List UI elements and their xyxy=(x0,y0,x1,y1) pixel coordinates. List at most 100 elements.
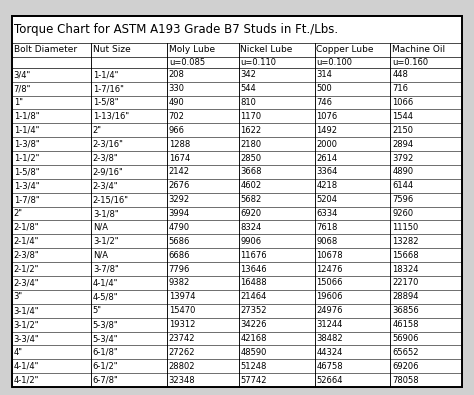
Text: Nut Size: Nut Size xyxy=(93,45,131,54)
Text: 2000: 2000 xyxy=(317,140,337,149)
Text: 1170: 1170 xyxy=(240,112,262,121)
Text: 314: 314 xyxy=(317,70,332,79)
Text: 2-1/2": 2-1/2" xyxy=(14,265,39,274)
Text: u=0.085: u=0.085 xyxy=(169,58,205,67)
Text: 1-1/2": 1-1/2" xyxy=(14,154,39,162)
Text: 746: 746 xyxy=(317,98,332,107)
Text: 12476: 12476 xyxy=(317,265,343,274)
Text: u=0.100: u=0.100 xyxy=(317,58,352,67)
Text: 2614: 2614 xyxy=(317,154,337,162)
Text: 5": 5" xyxy=(93,306,102,315)
Text: 4": 4" xyxy=(14,348,23,357)
Text: 16488: 16488 xyxy=(240,278,267,288)
Text: 3/4": 3/4" xyxy=(14,70,31,79)
Text: 5-3/4": 5-3/4" xyxy=(93,334,118,343)
Text: N/A: N/A xyxy=(93,223,108,232)
Text: N/A: N/A xyxy=(93,251,108,260)
Text: 208: 208 xyxy=(169,70,185,79)
Text: 1-13/16": 1-13/16" xyxy=(93,112,129,121)
Text: 3994: 3994 xyxy=(169,209,190,218)
Text: Machine Oil: Machine Oil xyxy=(392,45,446,54)
Text: 13974: 13974 xyxy=(169,292,195,301)
Text: 6-1/2": 6-1/2" xyxy=(93,362,118,371)
Text: 2": 2" xyxy=(93,126,102,135)
Text: 490: 490 xyxy=(169,98,184,107)
Text: 27262: 27262 xyxy=(169,348,195,357)
Text: 31244: 31244 xyxy=(317,320,343,329)
Text: 19312: 19312 xyxy=(169,320,195,329)
Text: 1066: 1066 xyxy=(392,98,414,107)
Text: 500: 500 xyxy=(317,84,332,93)
Text: 1-7/8": 1-7/8" xyxy=(14,195,39,204)
Text: 3668: 3668 xyxy=(240,167,262,177)
Text: 1288: 1288 xyxy=(169,140,190,149)
Text: Bolt Diameter: Bolt Diameter xyxy=(14,45,77,54)
Text: 702: 702 xyxy=(169,112,185,121)
Text: 15066: 15066 xyxy=(317,278,343,288)
Text: 2": 2" xyxy=(14,209,23,218)
Text: 2-3/8": 2-3/8" xyxy=(93,154,118,162)
Text: 2-3/4": 2-3/4" xyxy=(93,181,118,190)
Text: 6334: 6334 xyxy=(317,209,338,218)
Text: 6920: 6920 xyxy=(240,209,262,218)
Text: 2-9/16": 2-9/16" xyxy=(93,167,124,177)
Text: 716: 716 xyxy=(392,84,408,93)
Text: 2150: 2150 xyxy=(392,126,413,135)
Text: 2-15/16": 2-15/16" xyxy=(93,195,129,204)
Text: 3-1/2": 3-1/2" xyxy=(14,320,39,329)
Text: 6-7/8": 6-7/8" xyxy=(93,376,118,385)
Text: u=0.160: u=0.160 xyxy=(392,58,428,67)
Text: 13646: 13646 xyxy=(240,265,267,274)
Text: 2894: 2894 xyxy=(392,140,413,149)
Text: 810: 810 xyxy=(240,98,256,107)
Text: 9382: 9382 xyxy=(169,278,190,288)
Text: 4602: 4602 xyxy=(240,181,262,190)
Text: 28894: 28894 xyxy=(392,292,419,301)
Text: 6686: 6686 xyxy=(169,251,190,260)
Text: 2676: 2676 xyxy=(169,181,190,190)
Text: 342: 342 xyxy=(240,70,256,79)
Text: 5-3/8": 5-3/8" xyxy=(93,320,118,329)
Text: 44324: 44324 xyxy=(317,348,343,357)
Text: 1-5/8": 1-5/8" xyxy=(93,98,118,107)
Text: 1492: 1492 xyxy=(317,126,337,135)
Text: Copper Lube: Copper Lube xyxy=(317,45,374,54)
Text: 2180: 2180 xyxy=(240,140,262,149)
Text: 2-1/4": 2-1/4" xyxy=(14,237,39,246)
Text: 18324: 18324 xyxy=(392,265,419,274)
Text: 6-1/8": 6-1/8" xyxy=(93,348,118,357)
Text: u=0.110: u=0.110 xyxy=(240,58,276,67)
Text: 42168: 42168 xyxy=(240,334,267,343)
Text: 1": 1" xyxy=(14,98,23,107)
Text: 2142: 2142 xyxy=(169,167,190,177)
Text: 15470: 15470 xyxy=(169,306,195,315)
Text: Torque Chart for ASTM A193 Grade B7 Studs in Ft./Lbs.: Torque Chart for ASTM A193 Grade B7 Stud… xyxy=(14,23,338,36)
Text: 4218: 4218 xyxy=(317,181,337,190)
Text: 5686: 5686 xyxy=(169,237,190,246)
Text: 65652: 65652 xyxy=(392,348,419,357)
Text: 7/8": 7/8" xyxy=(14,84,31,93)
Text: 5204: 5204 xyxy=(317,195,337,204)
Text: 15668: 15668 xyxy=(392,251,419,260)
Text: Moly Lube: Moly Lube xyxy=(169,45,215,54)
Text: 13282: 13282 xyxy=(392,237,419,246)
Text: 3": 3" xyxy=(14,292,23,301)
Text: 7618: 7618 xyxy=(317,223,338,232)
Text: 3-1/8": 3-1/8" xyxy=(93,209,118,218)
Text: 6144: 6144 xyxy=(392,181,413,190)
Text: 24976: 24976 xyxy=(317,306,343,315)
Text: 966: 966 xyxy=(169,126,185,135)
Text: 4-5/8": 4-5/8" xyxy=(93,292,118,301)
Text: 1-1/8": 1-1/8" xyxy=(14,112,39,121)
Text: 32348: 32348 xyxy=(169,376,195,385)
Text: 1-3/8": 1-3/8" xyxy=(14,140,39,149)
Text: 3-1/4": 3-1/4" xyxy=(14,306,39,315)
Text: 36856: 36856 xyxy=(392,306,419,315)
Text: 19606: 19606 xyxy=(317,292,343,301)
Text: 3-1/2": 3-1/2" xyxy=(93,237,118,246)
Text: 3364: 3364 xyxy=(317,167,338,177)
Text: 48590: 48590 xyxy=(240,348,267,357)
Text: 2-3/16": 2-3/16" xyxy=(93,140,124,149)
Text: 9260: 9260 xyxy=(392,209,413,218)
Text: 544: 544 xyxy=(240,84,256,93)
